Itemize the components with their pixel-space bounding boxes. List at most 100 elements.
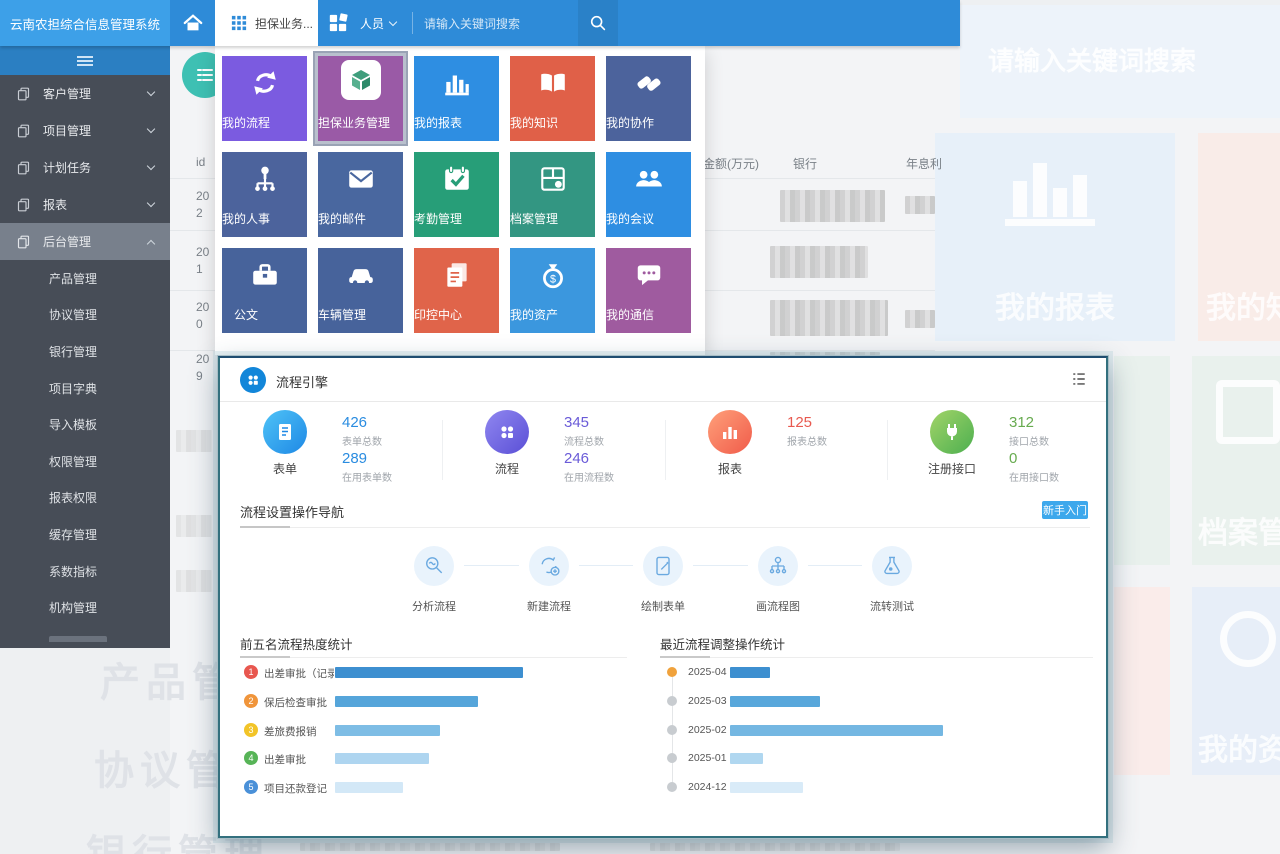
window-title: 流程引擎 (276, 375, 329, 390)
tile-my-workflow[interactable]: 我的流程 (222, 56, 307, 141)
sidebar-item-project-dict[interactable]: 项目字典 (49, 381, 98, 396)
sidebar-item-plan-tasks[interactable]: 计划任务 (0, 149, 170, 186)
search-button[interactable] (578, 0, 618, 46)
tile-my-knowledge[interactable]: 我的知识 (510, 56, 595, 141)
ghost-archive-icon (1216, 380, 1280, 444)
bar (335, 753, 429, 764)
report-icon (708, 410, 752, 454)
tile-my-meetings[interactable]: 我的会议 (606, 152, 691, 237)
sidebar-item-report-permission[interactable]: 报表权限 (49, 491, 98, 506)
bg-table-header-rate: 年息利 (906, 157, 943, 171)
search-input[interactable]: 请输入关键词搜索 (424, 16, 521, 31)
tile-my-mail[interactable]: 我的邮件 (318, 152, 403, 237)
guarantee-cube-icon (340, 60, 381, 100)
sidebar-item-customer-mgmt[interactable]: 客户管理 (0, 75, 170, 112)
home-button[interactable] (170, 0, 215, 46)
nav-section-title: 流程设置操作导航 (240, 505, 345, 520)
sidebar-item-product-mgmt[interactable]: 产品管理 (49, 271, 98, 286)
sidebar-item-reports[interactable]: 报表 (0, 186, 170, 223)
chevron-up-icon (146, 239, 156, 248)
car-icon (318, 260, 403, 290)
sidebar-item-clipped[interactable] (0, 626, 170, 642)
chart-row: 5 项目还款登记 (220, 780, 640, 796)
step-analyze-flow[interactable] (414, 546, 454, 586)
bg-table-id-cell: 200 (196, 300, 210, 331)
tile-my-communication[interactable]: 我的通信 (606, 248, 691, 333)
chevron-down-icon (146, 198, 156, 208)
ghost-tile-strip-green (1114, 356, 1170, 565)
rank-badge: 2 (244, 694, 258, 708)
sidebar-item-bank-mgmt[interactable]: 银行管理 (49, 344, 98, 359)
tile-seal-center[interactable]: 印控中心 (414, 248, 499, 333)
diagram-icon (769, 556, 787, 574)
list-menu-icon[interactable] (1070, 370, 1088, 393)
app-launcher-panel: 我的流程 担保业务管理 我的报表 我的知识 我的协作 我的人事 我的邮件 考勤 (215, 46, 705, 355)
step-flow-test[interactable] (872, 546, 912, 586)
docs-icon (17, 124, 30, 137)
bar (335, 667, 523, 678)
svg-text:$: $ (550, 274, 556, 286)
ghost-search-text: 请输入关键词搜索 (988, 46, 1197, 76)
meeting-people-icon (606, 164, 691, 194)
stat-interfaces: 注册接口 312 接口总数 0 在用接口数 (887, 408, 1110, 492)
bg-table-id-cell: 201 (196, 245, 210, 276)
app-title: 云南农担综合信息管理系统 (0, 0, 170, 46)
chevron-down-icon (388, 17, 398, 26)
rank-badge: 5 (244, 780, 258, 794)
tile-my-collaboration[interactable]: 我的协作 (606, 56, 691, 141)
ghost-tile-my-knowledge: 我的知识 (1198, 133, 1280, 341)
engine-icon (240, 367, 266, 393)
mail-icon (318, 164, 403, 194)
sidebar-item-agreement-mgmt[interactable]: 协议管理 (49, 308, 98, 323)
timeline-label: 2025-04 (688, 666, 727, 678)
tile-attendance-mgmt[interactable]: 考勤管理 (414, 152, 499, 237)
bar (730, 753, 763, 764)
tile-my-assets[interactable]: $ 我的资产 (510, 248, 595, 333)
archive-icon (510, 164, 595, 194)
step-create-flow[interactable] (529, 546, 569, 586)
sidebar-collapse-button[interactable] (0, 46, 170, 75)
bar (335, 696, 478, 707)
timeline-label: 2024-12 (688, 781, 727, 793)
sidebar-item-org-mgmt[interactable]: 机构管理 (49, 601, 98, 616)
sidebar-item-coefficient-index[interactable]: 系数指标 (49, 564, 98, 579)
redacted-cell (770, 300, 888, 336)
topbar-divider (412, 12, 413, 34)
tab-guarantee-business[interactable]: 担保业务... (215, 0, 318, 46)
chart-title-top5: 前五名流程热度统计 (240, 638, 353, 652)
sidebar-item-project-mgmt[interactable]: 项目管理 (0, 112, 170, 149)
chevron-down-icon (146, 124, 156, 134)
menu-toggle-icon (77, 55, 93, 66)
step-draw-form[interactable] (643, 546, 683, 586)
bg-table-header-id: id (196, 155, 206, 169)
sidebar-item-cache-mgmt[interactable]: 缓存管理 (49, 527, 98, 542)
process-engine-window: 流程引擎 表单 426 表单总数 289 在用表单数 流程 345 流程总数 2… (217, 355, 1110, 839)
sidebar-item-import-template[interactable]: 导入模板 (49, 418, 98, 433)
sidebar-item-backend-mgmt[interactable]: 后台管理 (0, 223, 170, 260)
rank-badge: 1 (244, 665, 258, 679)
briefcase-icon (222, 260, 307, 290)
tile-archive-mgmt[interactable]: 档案管理 (510, 152, 595, 237)
beginner-guide-button[interactable]: 新手入门 (1042, 501, 1088, 519)
timeline-label: 2025-02 (688, 724, 727, 736)
apps-grid-button[interactable] (328, 13, 348, 38)
chart-row: 3 差旅费报销 (220, 723, 640, 739)
tile-guarantee-business[interactable]: 担保业务管理 (318, 56, 403, 141)
search-icon (590, 15, 606, 31)
flask-icon (884, 556, 900, 575)
sidebar-item-permission-mgmt[interactable]: 权限管理 (49, 454, 98, 469)
docs-icon (17, 198, 30, 211)
redacted-strip (300, 843, 560, 851)
stat-reports: 报表 125 报表总数 (665, 408, 887, 492)
tile-official-docs[interactable]: 公文 (222, 248, 307, 333)
chevron-down-icon (146, 87, 156, 97)
draw-form-icon (656, 556, 670, 576)
user-menu[interactable]: 人员 (360, 0, 398, 46)
tile-vehicle-mgmt[interactable]: 车辆管理 (318, 248, 403, 333)
bar (335, 725, 440, 736)
tile-my-hr[interactable]: 我的人事 (222, 152, 307, 237)
rank-badge: 3 (244, 723, 258, 737)
tile-my-reports[interactable]: 我的报表 (414, 56, 499, 141)
attendance-calendar-icon (414, 164, 499, 194)
step-draw-diagram[interactable] (758, 546, 798, 586)
